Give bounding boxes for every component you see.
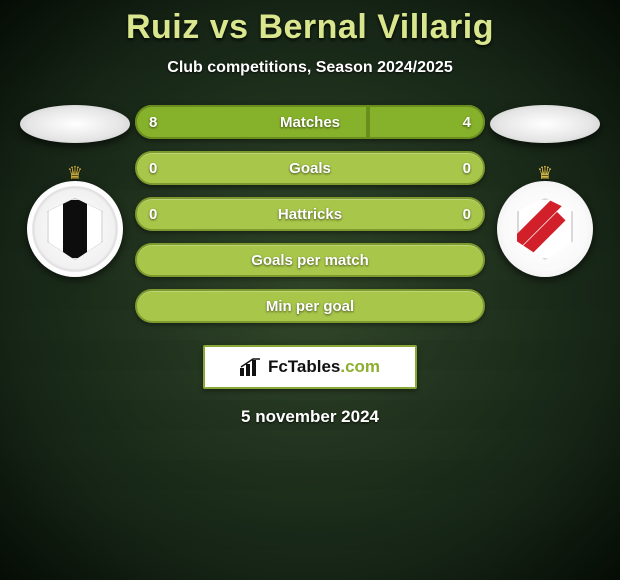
- right-player-oval: [490, 105, 600, 143]
- stat-bar: Goals 0 0: [135, 151, 485, 185]
- left-team-col: ♛: [15, 105, 135, 277]
- stat-bar: Goals per match: [135, 243, 485, 277]
- date-footer: 5 november 2024: [0, 407, 620, 427]
- stat-bar: Min per goal: [135, 289, 485, 323]
- stat-bar: Matches 8 4: [135, 105, 485, 139]
- brand-box: FcTables.com: [203, 345, 417, 389]
- stat-value-left: 8: [149, 114, 157, 131]
- brand-domain: .com: [340, 357, 380, 376]
- stat-label: Goals per match: [251, 252, 369, 269]
- left-team-crest: ♛: [27, 181, 123, 277]
- subtitle: Club competitions, Season 2024/2025: [0, 59, 620, 77]
- bars-icon: [240, 358, 262, 376]
- stat-label: Min per goal: [266, 298, 354, 315]
- stat-bar: Hattricks 0 0: [135, 197, 485, 231]
- stat-label: Hattricks: [278, 206, 342, 223]
- crown-icon: ♛: [537, 163, 553, 184]
- stat-value-right: 4: [463, 114, 471, 131]
- page-title: Ruiz vs Bernal Villarig: [0, 0, 620, 47]
- stat-value-left: 0: [149, 160, 157, 177]
- comparison-arena: ♛ Matches 8 4 Goals 0 0 Hattricks 0 0 Goals per m…: [0, 105, 620, 323]
- stat-bars: Matches 8 4 Goals 0 0 Hattricks 0 0 Goals per mat…: [135, 105, 485, 323]
- right-team-crest: ♛: [497, 181, 593, 277]
- stat-value-left: 0: [149, 206, 157, 223]
- crown-icon: ♛: [67, 163, 83, 184]
- left-player-oval: [20, 105, 130, 143]
- brand-name: FcTables: [268, 357, 340, 376]
- right-team-col: ♛: [485, 105, 605, 277]
- stat-label: Goals: [289, 160, 331, 177]
- stat-value-right: 0: [463, 160, 471, 177]
- stat-value-right: 0: [463, 206, 471, 223]
- stat-label: Matches: [280, 114, 340, 131]
- brand-text: FcTables.com: [268, 357, 380, 377]
